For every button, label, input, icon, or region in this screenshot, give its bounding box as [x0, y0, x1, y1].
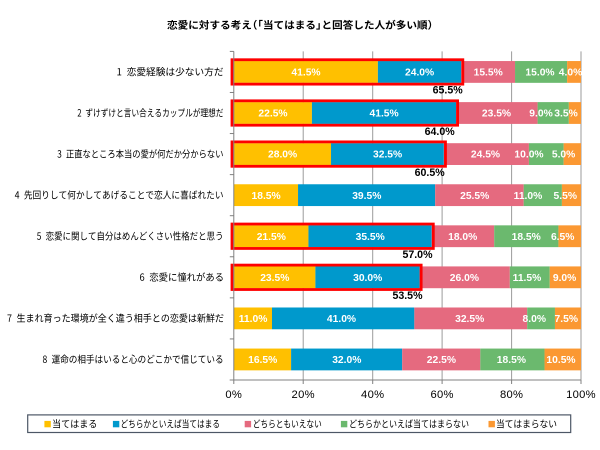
svg-text:24.5%: 24.5%: [471, 150, 500, 161]
svg-text:53.5%: 53.5%: [392, 290, 423, 302]
svg-text:41.5%: 41.5%: [369, 109, 398, 120]
svg-text:35.5%: 35.5%: [356, 232, 385, 243]
svg-text:41.5%: 41.5%: [291, 68, 320, 79]
svg-text:57.0%: 57.0%: [402, 249, 433, 261]
svg-text:26.0%: 26.0%: [450, 273, 479, 284]
svg-text:10.5%: 10.5%: [546, 355, 575, 366]
svg-text:39.5%: 39.5%: [352, 191, 381, 202]
svg-text:9.0%: 9.0%: [529, 109, 552, 120]
svg-text:30.0%: 30.0%: [353, 273, 382, 284]
svg-text:0%: 0%: [225, 389, 242, 401]
svg-text:65.5%: 65.5%: [433, 85, 464, 97]
svg-text:23.5%: 23.5%: [260, 273, 289, 284]
svg-text:20%: 20%: [292, 389, 315, 401]
svg-text:9.0%: 9.0%: [553, 273, 576, 284]
svg-text:60.5%: 60.5%: [415, 167, 446, 179]
svg-text:24.0%: 24.0%: [405, 68, 434, 79]
svg-text:64.0%: 64.0%: [425, 126, 456, 138]
svg-text:21.5%: 21.5%: [257, 232, 286, 243]
svg-text:18.5%: 18.5%: [512, 232, 541, 243]
svg-text:22.5%: 22.5%: [427, 355, 456, 366]
svg-text:32.5%: 32.5%: [455, 314, 484, 325]
svg-text:11.5%: 11.5%: [513, 273, 542, 284]
svg-text:4.0%: 4.0%: [559, 68, 582, 79]
svg-text:32.5%: 32.5%: [373, 150, 402, 161]
svg-text:25.5%: 25.5%: [460, 191, 489, 202]
svg-text:10.0%: 10.0%: [514, 150, 543, 161]
svg-text:3.5%: 3.5%: [554, 109, 577, 120]
svg-text:18.0%: 18.0%: [448, 232, 477, 243]
svg-text:23.5%: 23.5%: [482, 109, 511, 120]
svg-text:15.5%: 15.5%: [474, 68, 503, 79]
svg-text:8.0%: 8.0%: [523, 314, 546, 325]
svg-text:15.0%: 15.0%: [525, 68, 554, 79]
svg-text:100%: 100%: [566, 389, 596, 401]
svg-text:18.5%: 18.5%: [251, 191, 280, 202]
svg-text:28.0%: 28.0%: [268, 150, 297, 161]
svg-text:41.0%: 41.0%: [327, 314, 356, 325]
svg-text:80%: 80%: [500, 389, 523, 401]
svg-text:32.0%: 32.0%: [332, 355, 361, 366]
svg-text:5.0%: 5.0%: [552, 150, 575, 161]
svg-text:6.5%: 6.5%: [551, 232, 574, 243]
svg-text:18.5%: 18.5%: [497, 355, 526, 366]
svg-text:40%: 40%: [361, 389, 384, 401]
svg-text:7.5%: 7.5%: [555, 314, 578, 325]
svg-text:11.0%: 11.0%: [514, 191, 543, 202]
svg-text:22.5%: 22.5%: [258, 109, 287, 120]
svg-text:16.5%: 16.5%: [248, 355, 277, 366]
svg-text:11.0%: 11.0%: [239, 314, 268, 325]
svg-text:5.5%: 5.5%: [554, 191, 577, 202]
svg-text:60%: 60%: [430, 389, 453, 401]
